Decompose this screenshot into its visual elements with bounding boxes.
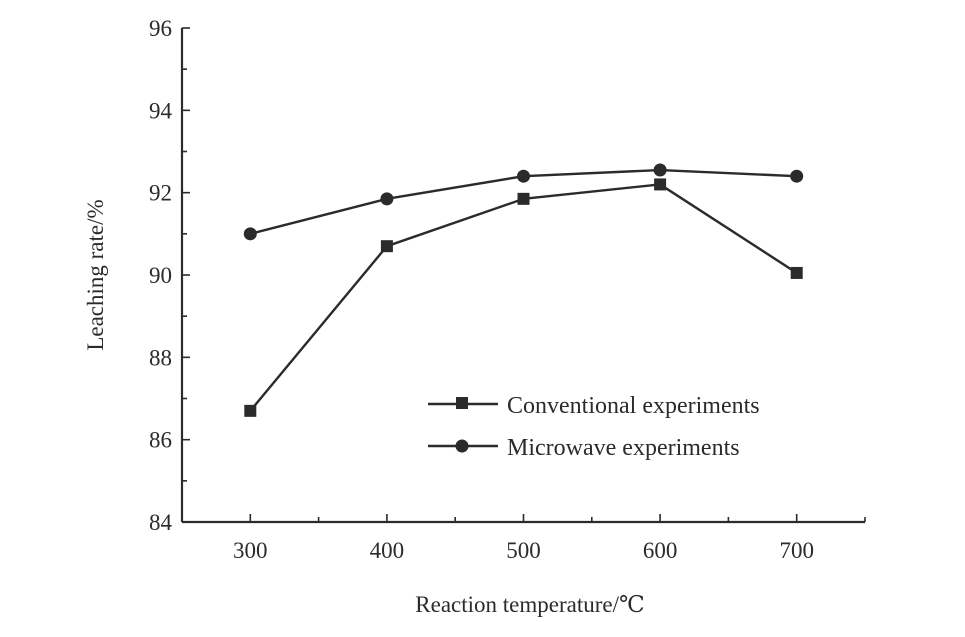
x-tick-label: 400 <box>370 538 405 563</box>
legend: Conventional experiments Microwave exper… <box>428 393 760 461</box>
y-tick-label: 88 <box>149 345 172 370</box>
data-point-microwave <box>517 169 530 183</box>
series-line-conventional <box>249 183 798 412</box>
series-conventional <box>244 178 803 417</box>
x-axis: 300 400 500 600 700 <box>181 514 866 563</box>
y-tick-label: 92 <box>149 181 172 206</box>
x-tick-label: 300 <box>233 538 268 563</box>
y-tick-label: 90 <box>149 263 172 288</box>
y-axis-title: Leaching rate/% <box>83 199 108 350</box>
x-axis-title: Reaction temperature/℃ <box>415 592 644 617</box>
legend-marker-square <box>456 397 468 409</box>
x-tick-label: 600 <box>643 538 678 563</box>
legend-item-conventional: Conventional experiments <box>428 393 760 419</box>
y-tick-label: 96 <box>149 16 172 41</box>
data-point-microwave <box>380 192 394 206</box>
series-layer <box>243 163 804 417</box>
data-point-microwave <box>653 163 667 177</box>
y-tick-label: 94 <box>149 98 173 123</box>
data-point-microwave <box>790 169 804 183</box>
data-point-conventional <box>517 192 530 205</box>
data-point-conventional <box>244 404 257 417</box>
series-microwave <box>243 163 804 241</box>
legend-label-conventional: Conventional experiments <box>507 393 760 419</box>
x-tick-label: 500 <box>506 538 541 563</box>
data-point-conventional <box>654 178 667 191</box>
legend-item-microwave: Microwave experiments <box>428 435 740 461</box>
y-tick-label: 84 <box>149 510 173 535</box>
y-tick-label: 86 <box>149 428 172 453</box>
legend-marker-circle <box>455 439 469 453</box>
data-point-microwave <box>243 227 257 241</box>
y-axis: 84 86 88 90 92 94 96 <box>149 16 190 535</box>
x-tick-label: 700 <box>779 538 814 563</box>
data-point-conventional <box>790 266 803 279</box>
legend-label-microwave: Microwave experiments <box>507 435 740 461</box>
data-point-conventional <box>380 240 393 253</box>
